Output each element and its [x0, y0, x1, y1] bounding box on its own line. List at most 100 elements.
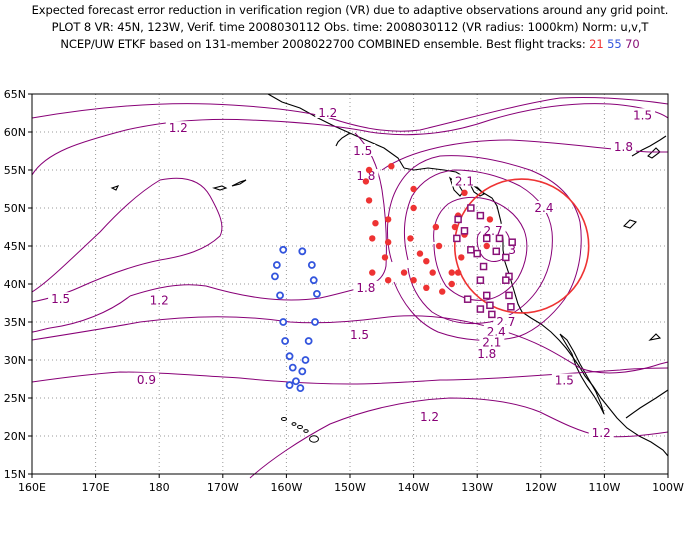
contour-label-bg — [493, 315, 519, 327]
x-tick-label: 140W — [398, 481, 430, 494]
contour-label: 2.1 — [455, 174, 474, 188]
track-70-point — [476, 211, 485, 220]
contour-label-bg — [165, 121, 191, 134]
track-21-point — [432, 223, 440, 231]
track-21-point — [451, 223, 459, 231]
track-21-point — [362, 178, 370, 185]
track-70-point — [482, 234, 491, 243]
coastline-segment — [267, 93, 405, 169]
coastline-segment — [335, 132, 351, 147]
contour-label-bg — [483, 324, 509, 337]
y-tick-label: 20N — [4, 430, 26, 443]
track-55-point — [304, 337, 313, 345]
track-21-point — [369, 269, 376, 276]
x-tick-label: 180 — [149, 481, 170, 494]
contour-label-bg — [474, 346, 500, 359]
track-55-point — [311, 318, 319, 326]
contour-line — [31, 367, 669, 385]
track-70-point — [492, 247, 501, 256]
track-70-point — [488, 310, 496, 319]
contour-line — [381, 139, 668, 171]
y-tick-label: 55N — [4, 164, 26, 177]
contour-label-bg — [417, 410, 442, 422]
contour-label: 1.2 — [592, 426, 611, 440]
x-tick-label: 120W — [525, 481, 557, 494]
coastline-segment — [625, 389, 669, 419]
coastline-segment — [231, 179, 247, 187]
contour-line — [31, 295, 131, 333]
coastline-segment — [468, 182, 485, 197]
latitude-tick-labels: 15N 20N 25N 30N 35N 40N 45N 50N 55N 60N 65N — [4, 88, 32, 481]
track-70-point — [502, 253, 510, 262]
coastline-segment — [631, 135, 667, 157]
track-21-point — [381, 254, 389, 261]
track-21-point — [365, 166, 373, 174]
contour-label: 1.5 — [350, 328, 369, 342]
track-21-point — [384, 239, 392, 246]
track-55-point — [296, 384, 305, 393]
contour-label: 2.1 — [482, 336, 501, 350]
track-21-point — [461, 189, 468, 196]
track-70-point — [507, 303, 515, 311]
island — [281, 417, 287, 421]
track-55-point — [301, 356, 310, 364]
contour-label: 0.9 — [137, 373, 156, 387]
track-70-point — [486, 301, 494, 310]
track-21-point — [423, 258, 430, 265]
track-70-label: 70 — [625, 37, 640, 51]
x-tick-label: 100W — [652, 481, 684, 494]
track-70-point — [476, 305, 485, 313]
contour-label: 2.4 — [534, 201, 553, 215]
contour-line — [433, 196, 528, 301]
contour-line — [404, 169, 553, 325]
y-tick-label: 60N — [4, 126, 26, 139]
track-55-point — [272, 261, 281, 269]
contour-label: 1.8 — [356, 281, 375, 295]
x-tick-label: 160W — [270, 481, 302, 494]
flight-track-70 — [453, 204, 516, 319]
contour-line — [386, 155, 582, 341]
track-21-point — [407, 235, 414, 242]
x-tick-label: 110W — [588, 481, 620, 494]
contour-label: 2.4 — [487, 325, 506, 339]
verification-region-circle — [453, 178, 590, 314]
title-line-3: NCEP/UW ETKF based on 131-member 2008022… — [0, 36, 700, 53]
flight-track-21 — [362, 163, 494, 295]
coastline-segment — [110, 185, 120, 191]
track-55-point — [271, 272, 279, 281]
contour-labels: 1.21.2 1.51.81.51.8 2.12.42.731.81.5 1.21.5… — [48, 106, 656, 440]
track-21-point — [410, 277, 417, 284]
track-21-point — [448, 280, 455, 288]
island — [297, 425, 303, 429]
contour-label: 3 — [508, 243, 516, 257]
track-70-point — [502, 276, 510, 284]
error-reduction-contours — [31, 96, 669, 479]
contour-label-bg — [48, 292, 74, 305]
contour-label-bg — [451, 174, 477, 187]
track-55-point — [276, 291, 284, 300]
contour-label: 1.8 — [614, 140, 633, 154]
contour-label-bg — [315, 106, 341, 118]
track-21-point — [365, 197, 373, 204]
track-70-point — [467, 246, 475, 254]
track-21-point — [429, 269, 436, 276]
contour-label: 2.7 — [484, 224, 503, 238]
y-tick-label: 15N — [4, 468, 26, 481]
contour-label: 1.2 — [169, 121, 188, 135]
contour-line — [129, 132, 387, 301]
track-70-point — [482, 291, 491, 300]
island — [309, 435, 319, 443]
contour-label: 1.2 — [420, 410, 439, 424]
contour-line — [31, 96, 669, 132]
track-55-point — [285, 381, 294, 389]
x-tick-label: 170W — [207, 481, 239, 494]
track-21-point — [435, 242, 443, 250]
y-tick-label: 65N — [4, 88, 26, 101]
contour-label-bg — [350, 144, 376, 156]
contour-label-bg — [347, 327, 373, 340]
track-21-point — [372, 220, 379, 227]
track-55-point — [288, 363, 297, 372]
contour-label-bg — [353, 169, 379, 182]
contour-label: 1.8 — [477, 347, 496, 361]
coastline-segment — [622, 219, 638, 229]
